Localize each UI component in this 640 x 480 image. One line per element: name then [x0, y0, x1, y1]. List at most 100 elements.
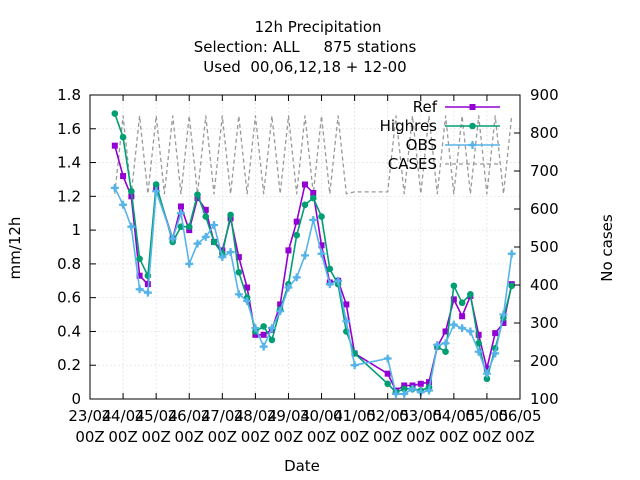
data-point-ref	[442, 328, 449, 335]
y2-tick-label: 100	[530, 390, 559, 408]
data-point-highres	[210, 238, 218, 246]
x-tick-label: 30/04	[300, 407, 343, 425]
x-tick-label-hour: 00Z	[373, 428, 402, 446]
data-point-highres	[235, 269, 243, 276]
chart-title: 12h Precipitation	[254, 18, 381, 36]
x-tick-label-hour: 00Z	[505, 428, 534, 446]
data-point-ref	[244, 284, 251, 291]
y2-tick-label: 700	[530, 162, 559, 180]
data-point-ref	[492, 330, 499, 337]
series-layer	[110, 110, 516, 398]
grid-layer	[89, 94, 521, 400]
data-point-highres	[458, 299, 466, 307]
y2-tick-label: 500	[530, 238, 559, 256]
data-point-highres	[185, 223, 193, 231]
legend-label-cases: CASES	[388, 155, 437, 173]
x-tick-label-hour: 00Z	[340, 428, 369, 446]
y-tick-label: 0.8	[57, 255, 81, 273]
y2-tick-label: 900	[530, 86, 559, 104]
x-tick-label: 27/04	[201, 407, 244, 425]
legend-marker-ref	[469, 104, 476, 110]
data-point-ref	[426, 379, 433, 386]
y2-axis-label: No cases	[598, 214, 616, 282]
data-point-ref	[252, 331, 259, 338]
data-point-highres	[128, 187, 135, 195]
data-point-highres	[268, 336, 276, 344]
data-point-ref	[302, 181, 308, 188]
data-point-highres	[400, 385, 408, 393]
data-point-highres	[442, 348, 449, 356]
x-tick-label-hour: 00Z	[472, 428, 501, 446]
x-tick-label: 01/05	[333, 407, 376, 425]
data-point-highres	[111, 110, 119, 117]
legend-label-highres: Highres	[380, 117, 438, 135]
x-tick-label-hour: 00Z	[406, 428, 435, 446]
data-point-highres	[136, 255, 143, 263]
data-point-ref	[343, 301, 350, 308]
x-tick-label-hour: 00Z	[208, 428, 237, 446]
x-tick-label-hour: 00Z	[175, 428, 204, 446]
x-tick-label-hour: 00Z	[274, 428, 303, 446]
x-tick-label: 06/05	[498, 407, 541, 425]
data-point-highres	[309, 194, 317, 202]
data-point-ref	[384, 370, 391, 377]
x-tick-label: 02/05	[366, 407, 409, 425]
data-point-ref	[318, 242, 325, 249]
data-point-ref	[111, 142, 118, 149]
x-tick-label-hour: 00Z	[439, 428, 468, 446]
x-tick-label: 29/04	[267, 407, 310, 425]
y-tick-label: 1.6	[57, 120, 81, 138]
x-tick-label-hour: 00Z	[75, 428, 104, 446]
y2-tick-label: 200	[530, 352, 559, 370]
y-tick-label: 0	[71, 390, 81, 408]
data-point-ref	[500, 320, 507, 326]
x-axis-label: Date	[284, 457, 320, 475]
data-point-highres	[450, 282, 458, 290]
data-point-ref	[483, 365, 490, 372]
y-tick-label: 1.2	[57, 187, 81, 205]
y-tick-label: 1	[71, 221, 81, 239]
y-tick-label: 0.2	[57, 356, 81, 374]
data-point-ref	[310, 189, 317, 196]
y2-tick-label: 600	[530, 200, 559, 218]
x-tick-label: 05/05	[465, 407, 508, 425]
data-point-highres	[508, 282, 516, 290]
data-point-ref	[177, 203, 184, 210]
y-tick-label: 0.6	[57, 289, 81, 307]
data-point-ref	[417, 380, 424, 387]
data-point-ref	[450, 296, 457, 303]
data-point-ref	[475, 331, 482, 338]
data-point-ref	[260, 331, 267, 338]
data-point-highres	[467, 290, 474, 298]
data-point-highres	[475, 339, 482, 347]
x-tick-label-hour: 00Z	[108, 428, 137, 446]
legend-label-obs: OBS	[406, 136, 437, 154]
data-point-highres	[260, 323, 267, 330]
series-line-highres	[114, 113, 513, 393]
data-point-highres	[483, 375, 491, 383]
data-point-ref	[194, 195, 201, 202]
data-point-highres	[119, 133, 127, 141]
y-tick-label: 1.4	[57, 154, 81, 172]
data-point-highres	[384, 380, 391, 388]
data-point-highres	[318, 213, 325, 220]
data-point-ref	[285, 247, 292, 254]
series-points-obs	[110, 183, 516, 398]
series-line-cases	[114, 115, 513, 195]
legend-label-ref: Ref	[413, 98, 438, 116]
x-tick-label: 23/04	[68, 407, 111, 425]
plot-frame	[89, 94, 521, 400]
data-point-ref	[136, 272, 143, 279]
data-point-ref	[235, 254, 242, 261]
x-tick-label-hour: 00Z	[307, 428, 336, 446]
data-point-highres	[293, 231, 301, 239]
legend-marker-highres	[469, 122, 476, 130]
chart-subtitle: Selection: ALL 875 stations	[194, 38, 417, 56]
data-point-highres	[301, 201, 309, 209]
x-tick-label-hour: 00Z	[141, 428, 170, 446]
axes-layer: 0 0.2 0.4 0.6 0.8 1 1.2 1.4 1.6 1.8 100 200 300 400 50…	[57, 86, 559, 446]
data-point-ref	[120, 173, 127, 180]
x-tick-label: 03/05	[399, 407, 442, 425]
